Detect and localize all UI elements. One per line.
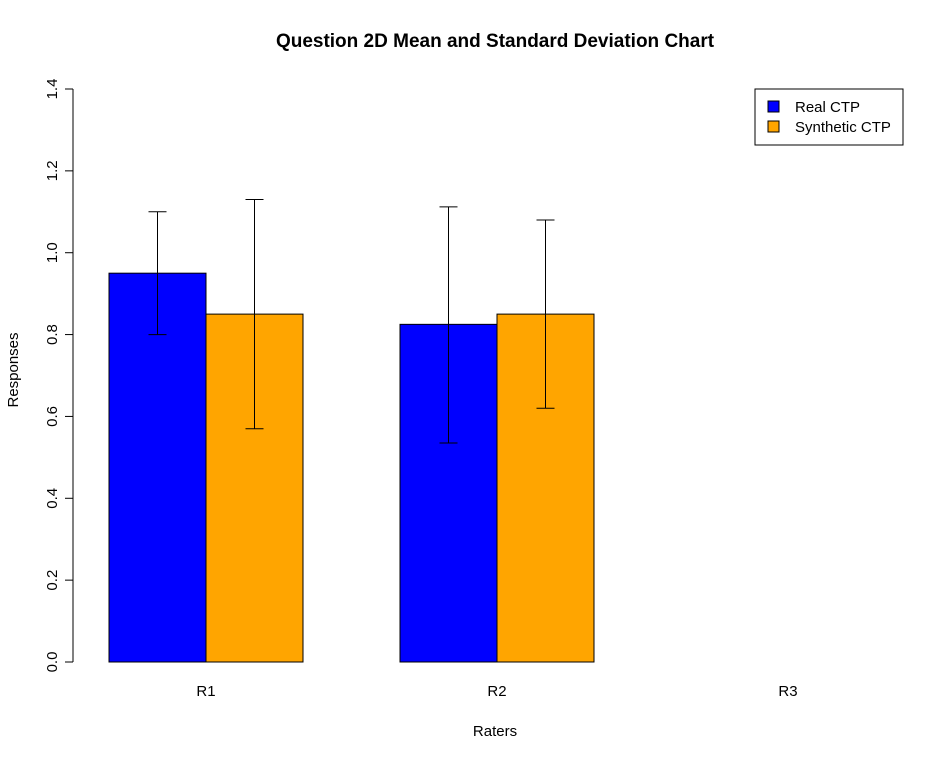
- error-bars-layer: [148, 199, 555, 444]
- y-tick-label: 1.4: [44, 79, 61, 100]
- y-tick-label: 0.4: [44, 488, 61, 509]
- legend-swatch-2: [767, 120, 780, 133]
- x-axis-title: Raters: [473, 723, 517, 740]
- x-tick-label-r1: R1: [196, 683, 215, 700]
- legend: Real CTP Synthetic CTP: [754, 88, 904, 146]
- y-axis-title: Responses: [5, 332, 22, 407]
- y-tick-label: 1.0: [44, 242, 61, 263]
- y-tick-label: 0.6: [44, 406, 61, 427]
- legend-label-2: Synthetic CTP: [795, 119, 891, 136]
- legend-swatch-1: [767, 100, 780, 113]
- x-tick-label-r3: R3: [778, 683, 797, 700]
- y-axis: 0.0 0.2 0.4 0.6 0.8 1.0 1.2 1.4: [44, 79, 74, 673]
- legend-box: [754, 88, 904, 146]
- y-tick-label: 1.2: [44, 160, 61, 181]
- x-axis-labels: R1 R2 R3: [196, 683, 797, 700]
- y-tick-label: 0.0: [44, 652, 61, 673]
- y-tick-label: 0.8: [44, 324, 61, 345]
- chart-title: Question 2D Mean and Standard Deviation …: [276, 31, 715, 52]
- bars-layer: [108, 272, 595, 663]
- x-tick-label-r2: R2: [487, 683, 506, 700]
- legend-label-1: Real CTP: [795, 99, 860, 116]
- y-tick-label: 0.2: [44, 570, 61, 591]
